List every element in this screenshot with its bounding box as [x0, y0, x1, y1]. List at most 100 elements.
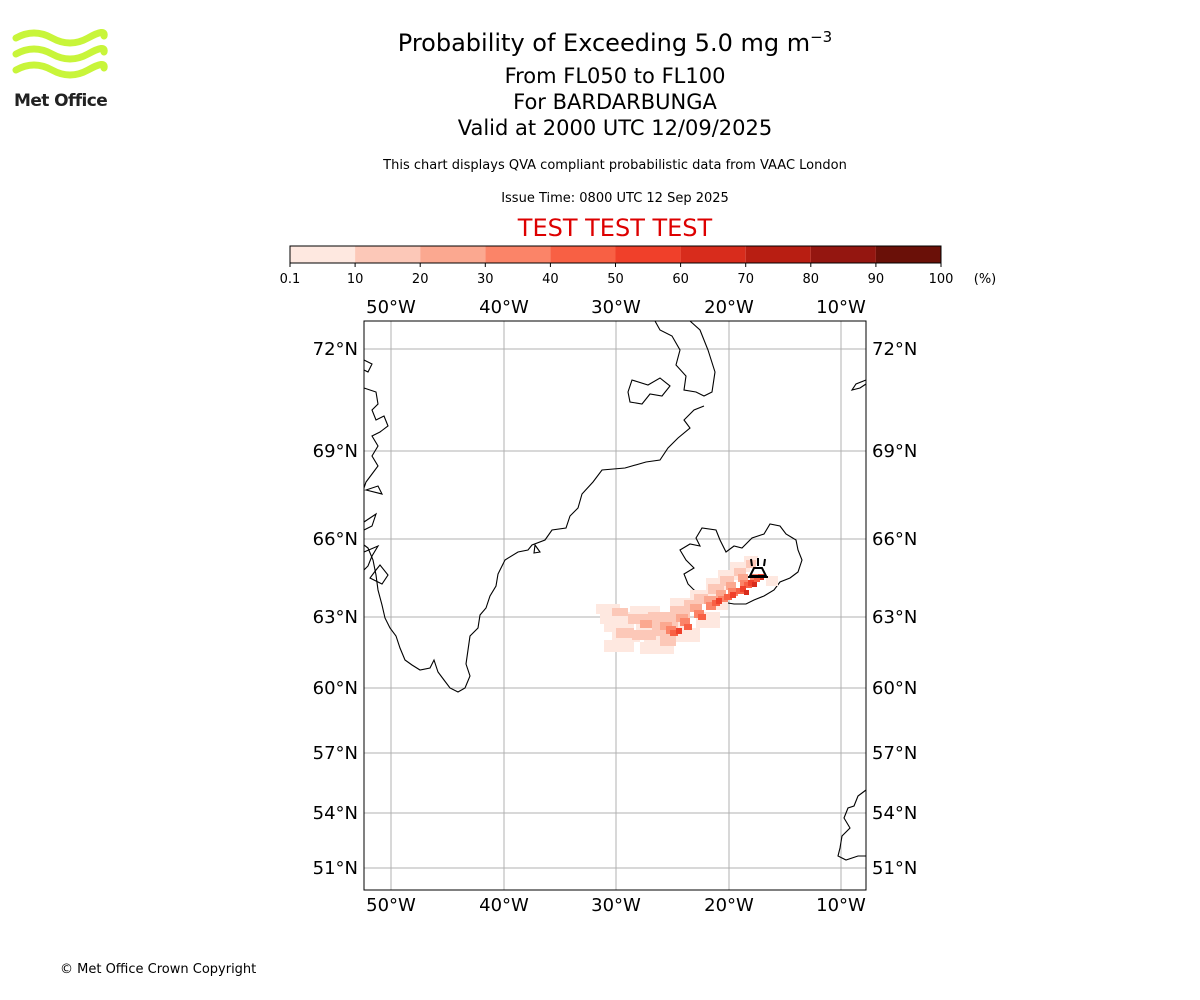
probability-cell	[660, 636, 676, 646]
latitude-label: 57°N	[872, 743, 917, 764]
colorbar-tick-label: 10	[347, 272, 364, 287]
probability-cell	[718, 570, 738, 580]
colorbar-tick-label: 50	[607, 272, 624, 287]
probability-cell	[748, 580, 754, 586]
probability-cell	[604, 622, 634, 632]
colorbar-tick-label: 80	[803, 272, 820, 287]
colorbar-segment	[680, 246, 746, 263]
colorbar-segment	[290, 246, 356, 263]
colorbar-segment	[485, 246, 551, 263]
probability-cell	[716, 590, 726, 598]
probability-cell	[616, 628, 634, 638]
longitude-label: 20°W	[704, 297, 754, 318]
probability-cell	[680, 628, 700, 642]
latitude-label: 69°N	[872, 441, 917, 462]
latitude-label: 72°N	[313, 339, 358, 360]
axis-labels: 50°W 50°W 40°W 40°W 30°W 30°W 20°W 20°W 10°W 10°W…	[313, 297, 918, 916]
colorbar-segment	[420, 246, 486, 263]
latitude-label: 60°N	[872, 678, 917, 699]
colorbar-tick-label: 100	[929, 272, 954, 287]
probability-cell	[718, 596, 728, 602]
probability-cell	[690, 604, 702, 612]
map-frame	[363, 320, 867, 891]
probability-cell	[754, 576, 760, 582]
probability-cell	[628, 614, 656, 624]
longitude-label: 50°W	[366, 297, 416, 318]
volcano-name: For BARDARBUNGA	[513, 90, 717, 114]
longitude-label: 30°W	[591, 297, 641, 318]
longitude-label: 40°W	[479, 895, 529, 916]
probability-cell	[766, 576, 778, 586]
chart-description: This chart displays QVA compliant probab…	[383, 158, 847, 173]
probability-cell	[680, 618, 690, 626]
probability-cell	[724, 594, 732, 600]
probability-cell	[752, 582, 757, 587]
title-exponent: −3	[810, 28, 833, 46]
colorbar-segment	[875, 246, 941, 263]
probability-cell	[720, 576, 734, 586]
probability-cell	[716, 598, 722, 604]
volcano-icon	[748, 558, 768, 578]
latitude-label: 63°N	[313, 607, 358, 628]
logo-text: Met Office	[14, 91, 108, 111]
colorbar-tick-label: 0.1	[280, 272, 301, 287]
latitude-label: 57°N	[313, 743, 358, 764]
latitude-label: 54°N	[872, 803, 917, 824]
latitude-label: 72°N	[872, 339, 917, 360]
probability-cell	[726, 582, 736, 590]
longitude-label: 40°W	[479, 297, 529, 318]
issue-time: Issue Time: 0800 UTC 12 Sep 2025	[501, 191, 729, 206]
probability-cell	[676, 628, 682, 634]
greenland-fjord	[627, 377, 671, 405]
greenland-island	[533, 543, 541, 554]
greenland-coastline	[363, 320, 716, 693]
chart-title: Probability of Exceeding 5.0 mg m−3	[398, 28, 832, 57]
probability-cell	[706, 602, 716, 610]
longitude-label: 50°W	[366, 895, 416, 916]
met-office-waves-icon	[12, 29, 108, 79]
colorbar-segment	[550, 246, 616, 263]
colorbar-tick-label: 90	[868, 272, 885, 287]
colorbar: 0.1 10 20 30 40 50 60 70 80 90 100 (%)	[280, 245, 997, 287]
longitude-label: 10°W	[816, 895, 866, 916]
probability-cell	[744, 590, 749, 595]
latitude-label: 51°N	[313, 858, 358, 879]
probability-cell	[698, 614, 706, 620]
colorbar-segment	[810, 246, 876, 263]
probability-cell	[684, 624, 692, 630]
colorbar-tick-label: 60	[672, 272, 689, 287]
probability-cell	[734, 568, 746, 576]
title-main: Probability of Exceeding 5.0 mg m	[397, 29, 811, 57]
probability-cell	[694, 594, 708, 604]
colorbar-unit: (%)	[974, 272, 997, 287]
probability-cell	[596, 604, 620, 614]
probability-cell	[704, 596, 716, 604]
level-range: From FL050 to FL100	[504, 64, 726, 88]
colorbar-tick-label: 70	[737, 272, 754, 287]
colorbar-tick-label: 30	[477, 272, 494, 287]
svalbard-coastline	[850, 379, 867, 391]
latitude-label: 60°N	[313, 678, 358, 699]
colorbar-segment	[355, 246, 421, 263]
latitude-label: 63°N	[872, 607, 917, 628]
longitude-label: 20°W	[704, 895, 754, 916]
colorbar-tick-label: 20	[412, 272, 429, 287]
colorbar-segment	[745, 246, 811, 263]
colorbar-segment	[615, 246, 681, 263]
latitude-label: 66°N	[872, 529, 917, 550]
met-office-logo: Met Office	[12, 28, 112, 114]
canada-coastline	[363, 359, 389, 585]
copyright: © Met Office Crown Copyright	[60, 962, 257, 977]
latitude-label: 54°N	[313, 803, 358, 824]
latitude-label: 69°N	[313, 441, 358, 462]
probability-cell	[740, 586, 746, 592]
probability-cell	[730, 562, 750, 572]
probability-cell	[730, 592, 736, 598]
longitude-label: 10°W	[816, 297, 866, 318]
uk-coastline	[837, 789, 867, 861]
probability-cell	[652, 626, 670, 636]
probability-cell	[630, 606, 660, 616]
latitude-label: 51°N	[872, 858, 917, 879]
probability-cell	[632, 630, 656, 640]
probability-cell	[670, 630, 678, 636]
